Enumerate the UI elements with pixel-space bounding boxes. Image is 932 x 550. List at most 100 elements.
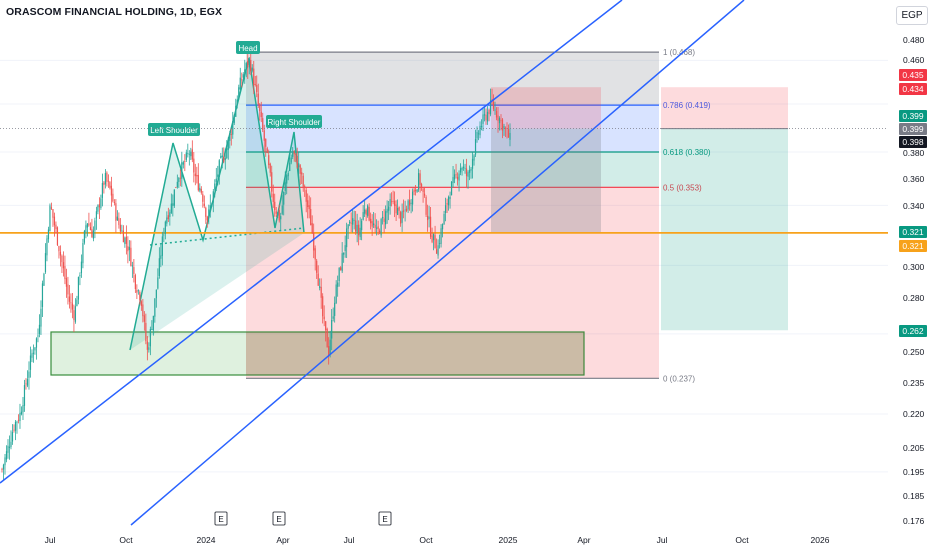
candle-body [241,79,243,81]
neckline [149,227,305,246]
candle-body [128,246,130,251]
price-tick: 0.340 [903,201,925,211]
candle-body [365,210,367,215]
earnings-marker [272,511,286,526]
price-badge-text: 0.398 [902,137,924,147]
candle-body [19,412,21,422]
candle-body [501,119,504,131]
price-tick: 0.460 [903,55,925,65]
candle-body [316,260,318,273]
candle-body [193,158,195,173]
candle-body [397,207,399,215]
candle-body [301,172,303,175]
candle-body [482,114,484,124]
channel-lower [130,0,745,526]
time-tick: 2025 [499,535,518,545]
candle-body [160,255,162,259]
long-position [661,87,788,331]
time-tick: 2024 [197,535,216,545]
candle-body [349,221,351,224]
candle-body [217,174,219,177]
candle-body [428,216,430,219]
candle-body [190,151,192,157]
candle-body [95,211,98,219]
candle-body [43,273,45,286]
candle-body [450,182,453,196]
candle-body [374,224,376,228]
currency-button[interactable]: EGP [896,6,928,25]
candle-body [311,223,313,234]
candle-body [215,178,217,183]
candle-body [139,292,141,301]
candle-body [322,296,324,317]
candle-body [296,155,298,168]
price-badge [899,325,927,337]
price-badge [899,83,927,95]
time-tick: Oct [735,535,749,545]
candle-body [29,355,32,370]
candle-body [197,174,199,191]
price-tick: 0.185 [903,491,925,501]
candle-body [386,208,388,213]
candle-body [104,173,106,185]
candle-body [227,138,229,150]
candle-body [65,278,68,287]
pattern-label-text: Left Shoulder [150,126,198,135]
candle-body [497,115,499,121]
candle-body [483,114,486,116]
candle-body [83,230,86,243]
candle-body [200,189,202,193]
candle-body [438,242,441,244]
candle-body [334,302,336,316]
recent-range [491,87,601,233]
candle-body [464,168,466,169]
candle-body [2,464,5,470]
candle-body [364,209,366,214]
candle-body [25,383,27,385]
candle-body [1,469,3,470]
time-tick: Jul [344,535,355,545]
candle-body [167,215,169,220]
candle-body [449,196,451,200]
candle-body [314,248,316,260]
candle-body [106,172,108,182]
candle-body [191,149,193,160]
candle-body [347,224,349,229]
candle-body [31,353,33,358]
candle-body [121,230,123,232]
pattern-label-bg [266,115,322,128]
candle-body [94,220,96,231]
price-tick: 0.220 [903,409,925,419]
candle-body [370,218,372,224]
candle-body [462,166,465,168]
hs-fill [130,58,304,350]
candle-body [398,206,400,211]
candle-body [233,115,235,123]
candle-body [308,205,310,210]
candle-body [17,419,20,421]
candle-body [489,100,492,115]
candle-body [353,219,355,221]
candle-body [211,203,213,206]
candle-body [394,200,396,206]
candle-body [332,316,334,319]
candle-body [503,126,505,129]
pattern-label-text: Head [238,44,257,53]
candle-body [125,236,127,244]
candle-body [419,173,421,185]
candle-body [389,199,391,206]
candle-body [410,202,412,204]
candle-body [187,153,189,154]
candle-body [266,148,268,153]
candle-body [509,132,511,140]
candle-body [391,201,393,203]
candle-body [155,289,157,299]
candle-body [32,352,35,354]
candle-body [140,301,142,306]
candle-body [280,216,282,220]
time-tick: Apr [276,535,289,545]
stop-zone [661,87,788,129]
candle-body [278,209,280,221]
